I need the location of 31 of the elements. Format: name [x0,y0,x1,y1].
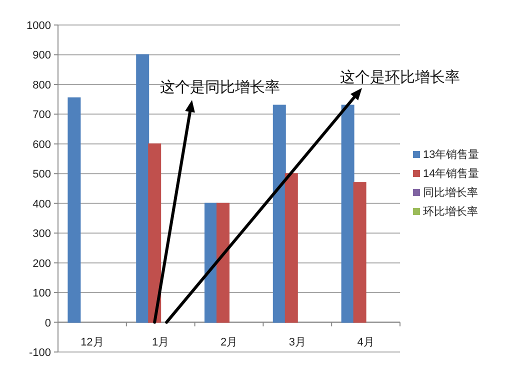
bar [272,104,286,323]
y-tick-label: 600 [32,138,51,151]
annotation: 这个是同比增长率 [160,79,280,96]
legend-label: 环比增长率 [423,205,478,218]
y-tick-label: 700 [32,109,51,122]
x-tick-label: 12月 [80,336,104,348]
annotation: 这个是环比增长率 [340,69,460,86]
bar [284,173,298,323]
x-tick-label: 1月 [152,336,170,348]
bar [136,54,150,323]
y-tick-label: 900 [32,50,51,62]
y-tick-label: 400 [32,198,51,210]
bar [68,97,81,323]
y-tick-label: -100 [28,347,51,359]
bar [148,143,162,323]
x-tick-label: 3月 [288,336,306,348]
y-tick-label: 1000 [26,20,51,32]
bar [341,104,354,323]
x-tick-label: 4月 [357,336,374,348]
y-tick-label: 200 [32,258,51,270]
y-tick-label: 500 [32,168,51,181]
x-tick-label: 2月 [220,336,238,348]
bar [353,182,366,323]
y-tick-label: 100 [32,288,51,300]
legend-label: 同比增长率 [423,186,478,199]
y-tick-label: 800 [32,79,51,92]
legend-label: 14年销售量 [423,168,480,180]
bar [216,202,230,323]
legend-label: 13年销售量 [423,149,480,161]
y-tick-label: 0 [44,317,51,330]
y-tick-label: 300 [32,228,51,240]
